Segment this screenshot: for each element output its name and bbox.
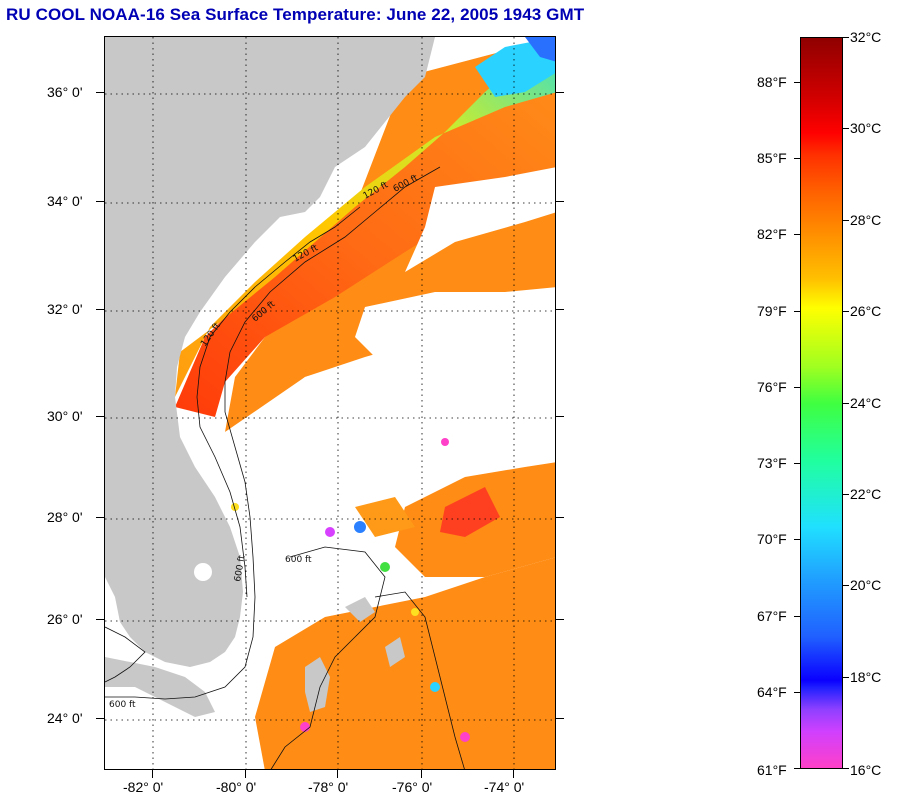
lat-label: 34° 0' [47,193,83,209]
cloud-patch [355,287,555,357]
lon-label: -74° 0' [484,779,525,795]
fahrenheit-label: 82°F [757,226,787,242]
sst-map-canvas: 120 ft 120 ft 120 ft 600 ft 600 ft 600 f… [105,37,555,769]
fahrenheit-label: 73°F [757,455,787,471]
cloud-patch [405,167,555,272]
lon-label: -78° 0' [308,779,349,795]
land-andros [305,657,330,712]
fahrenheit-label: 70°F [757,531,787,547]
land-bahamas [345,597,375,622]
lat-label: 24° 0' [47,710,83,726]
cold-speck [441,438,449,446]
fahrenheit-label: 67°F [757,608,787,624]
contour-bahamas [374,591,465,769]
lon-label: -76° 0' [392,779,433,795]
fahrenheit-label: 61°F [757,762,787,778]
fahrenheit-label: 85°F [757,150,787,166]
celsius-label: 32°C [850,29,882,45]
celsius-label: 28°C [850,212,882,228]
sst-patch-small [355,497,415,537]
celsius-label: 30°C [850,120,882,136]
lat-label: 30° 0' [47,408,83,424]
warm-speck [231,503,239,511]
fahrenheit-label: 64°F [757,684,787,700]
lat-label: 36° 0' [47,84,83,100]
cool-speck [380,562,390,572]
celsius-label: 20°C [850,577,882,593]
contour-600ft [105,166,441,700]
contour-label: 600 ft [109,700,136,710]
land-bahamas [385,637,405,667]
cold-speck [354,521,366,533]
contour-120ft [196,206,361,598]
contour-label: 600 ft [233,554,248,582]
contour-bahamas [270,546,386,769]
land-florida-tip [105,657,215,717]
graticule [105,37,555,769]
gulf-stream [175,92,555,417]
lat-label: 32° 0' [47,301,83,317]
warm-speck [411,608,419,616]
lake-okeechobee [194,563,212,581]
celsius-label: 22°C [850,486,882,502]
fahrenheit-label: 88°F [757,74,787,90]
cold-water-corner [525,37,555,62]
lon-label: -82° 0' [123,779,164,795]
lon-label: -80° 0' [216,779,257,795]
cold-speck [460,732,470,742]
fahrenheit-label: 76°F [757,379,787,395]
land-us [105,37,435,667]
fahrenheit-label: 79°F [757,303,787,319]
sst-patch-south [255,557,555,769]
contour-label: 600 ft [285,555,312,565]
lat-label: 28° 0' [47,509,83,525]
sst-map[interactable]: 120 ft 120 ft 120 ft 600 ft 600 ft 600 f… [104,36,556,770]
celsius-label: 26°C [850,303,882,319]
colorbar [800,37,843,769]
contour-florida-bay [105,626,146,683]
celsius-label: 16°C [850,762,882,778]
cold-speck [430,682,440,692]
map-title: RU COOL NOAA-16 Sea Surface Temperature:… [6,5,585,24]
lat-label: 26° 0' [47,611,83,627]
cold-speck [325,527,335,537]
cold-water-north [475,37,555,97]
celsius-label: 18°C [850,669,882,685]
celsius-label: 24°C [850,395,882,411]
sst-patch-warm [440,487,500,537]
